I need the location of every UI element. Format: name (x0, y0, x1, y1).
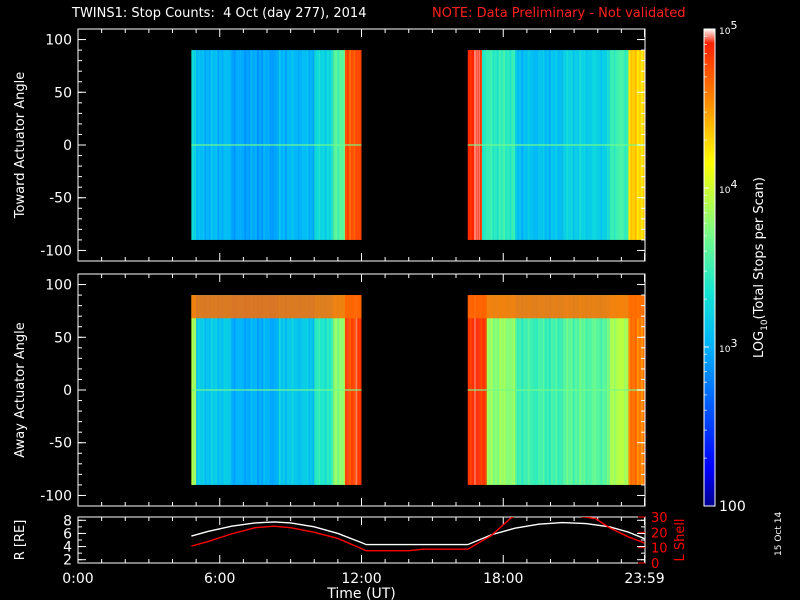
colorbar (703, 28, 716, 507)
top-ytick-label: 50 (54, 85, 72, 101)
generation-date: 15 Oct 14 (774, 511, 784, 556)
colorbar-tick-label: 103 (719, 337, 737, 355)
xtick-label: 0:00 (62, 571, 93, 587)
bottom-y2tick-label: 10 (651, 542, 668, 557)
colorbar-tick-label: 105 (719, 19, 737, 37)
bottom-ylabel: R [RE] (13, 520, 28, 561)
middle-heatmap (191, 295, 645, 485)
preliminary-note: NOTE: Data Preliminary - Not validated (432, 6, 686, 21)
bottom-y2tick-label: 20 (651, 526, 668, 541)
r-distance-line (191, 521, 645, 546)
top-heatmap (191, 50, 645, 240)
top-ytick-label: 0 (63, 138, 72, 154)
l-shell-line-1 (191, 517, 514, 552)
xtick-label: 23:59 (624, 571, 664, 587)
bottom-ytick-label: 6 (63, 526, 72, 542)
xtick-label: 6:00 (204, 571, 235, 587)
bottom-ylabel-right: L Shell (673, 518, 688, 561)
middle-ytick-label: 0 (63, 383, 72, 399)
top-ytick-label: -50 (49, 191, 72, 207)
colorbar-tick-label: 100 (719, 499, 746, 515)
colorbar-tick-label: 104 (719, 178, 737, 196)
bottom-ytick-label: 2 (63, 553, 72, 569)
plot-title: TWINS1: Stop Counts: 4 Oct (day 277), 20… (72, 6, 367, 21)
bottom-y2tick-label: 0 (651, 557, 659, 572)
middle-ytick-label: 100 (45, 278, 72, 294)
middle-ytick-label: -50 (49, 436, 72, 452)
l-shell-line-2 (579, 517, 645, 544)
top-ytick-label: -100 (40, 243, 72, 259)
middle-high-band-1 (467, 295, 645, 319)
middle-ytick-label: -100 (40, 488, 72, 504)
x-axis-label: Time (UT) (326, 586, 395, 600)
bottom-y2tick-label: 30 (651, 511, 668, 526)
top-ytick-label: 100 (45, 33, 72, 49)
middle-ylabel: Away Actuator Angle (13, 322, 28, 457)
middle-high-band-0 (191, 295, 362, 319)
top-ylabel: Toward Actuator Angle (13, 72, 28, 219)
xtick-label: 12:00 (341, 571, 381, 587)
xtick-label: 18:00 (483, 571, 523, 587)
middle-ytick-label: 50 (54, 330, 72, 346)
bottom-ytick-label: 8 (63, 513, 72, 529)
colorbar-label: LOG10(Total Stops per Scan) (752, 177, 770, 358)
bottom-ytick-label: 4 (63, 540, 72, 556)
